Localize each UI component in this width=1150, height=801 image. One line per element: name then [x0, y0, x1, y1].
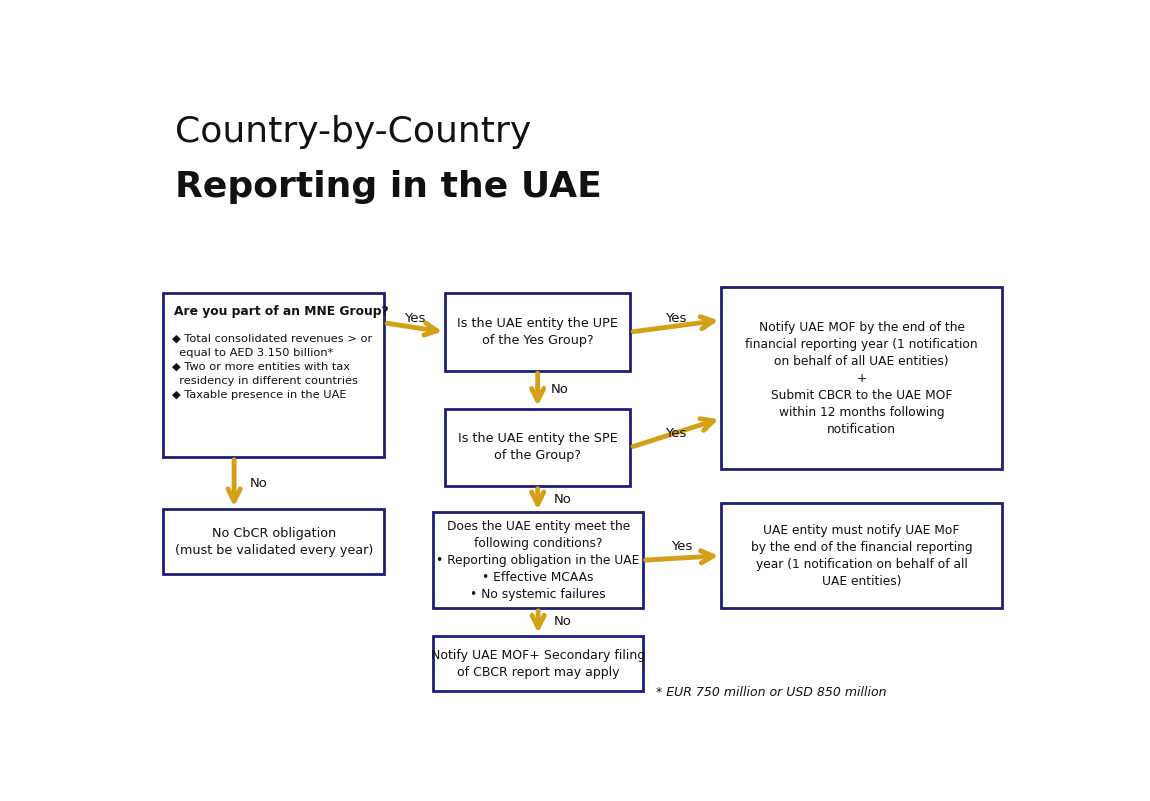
- FancyBboxPatch shape: [445, 293, 630, 371]
- Text: No: No: [553, 493, 572, 505]
- FancyBboxPatch shape: [721, 288, 1002, 469]
- FancyBboxPatch shape: [163, 509, 384, 574]
- Text: Country-by-Country: Country-by-Country: [175, 115, 531, 149]
- Text: No: No: [551, 383, 569, 396]
- Text: No: No: [250, 477, 268, 489]
- FancyBboxPatch shape: [445, 409, 630, 486]
- Text: * EUR 750 million or USD 850 million: * EUR 750 million or USD 850 million: [657, 686, 887, 699]
- Text: Yes: Yes: [665, 312, 687, 325]
- Text: Yes: Yes: [665, 427, 687, 441]
- Text: ◆ Total consolidated revenues > or
  equal to AED 3.150 billion*
◆ Two or more e: ◆ Total consolidated revenues > or equal…: [172, 333, 373, 400]
- Text: Is the UAE entity the SPE
of the Group?: Is the UAE entity the SPE of the Group?: [458, 433, 618, 462]
- FancyBboxPatch shape: [434, 636, 643, 691]
- Text: Notify UAE MOF+ Secondary filing
of CBCR report may apply: Notify UAE MOF+ Secondary filing of CBCR…: [431, 649, 645, 678]
- Text: Yes: Yes: [672, 540, 692, 553]
- Text: No CbCR obligation
(must be validated every year): No CbCR obligation (must be validated ev…: [175, 527, 373, 557]
- Text: No: No: [554, 615, 572, 629]
- Text: Yes: Yes: [404, 312, 426, 325]
- FancyBboxPatch shape: [721, 503, 1002, 608]
- Text: Are you part of an MNE Group?: Are you part of an MNE Group?: [174, 304, 389, 317]
- Text: Is the UAE entity the UPE
of the Yes Group?: Is the UAE entity the UPE of the Yes Gro…: [458, 317, 618, 347]
- Text: Reporting in the UAE: Reporting in the UAE: [175, 170, 601, 204]
- Text: Does the UAE entity meet the
following conditions?
• Reporting obligation in the: Does the UAE entity meet the following c…: [437, 520, 639, 601]
- FancyBboxPatch shape: [163, 293, 384, 457]
- FancyBboxPatch shape: [434, 513, 643, 608]
- Text: UAE entity must notify UAE MoF
by the end of the financial reporting
year (1 not: UAE entity must notify UAE MoF by the en…: [751, 524, 973, 588]
- Text: Notify UAE MOF by the end of the
financial reporting year (1 notification
on beh: Notify UAE MOF by the end of the financi…: [745, 320, 978, 436]
